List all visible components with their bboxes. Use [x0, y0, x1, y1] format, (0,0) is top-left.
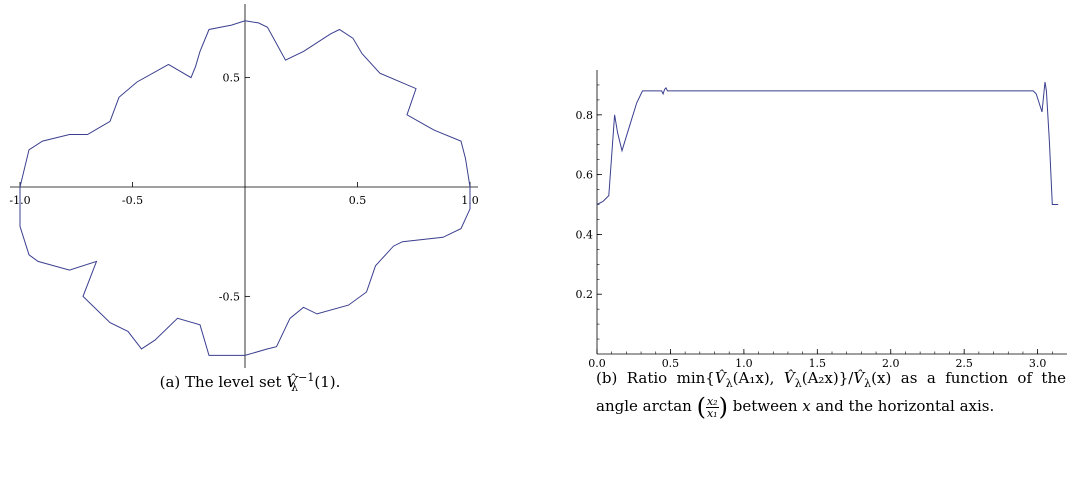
caption-b-v3: V̂	[853, 369, 865, 387]
caption-a-text: The level set	[185, 373, 287, 391]
x-tick-label: 2.5	[955, 357, 973, 370]
caption-b-part1: Ratio min{	[626, 369, 715, 387]
caption-a-label: (a)	[159, 373, 181, 391]
caption-b-part4: and the horizontal axis.	[810, 397, 995, 415]
x-tick-label: 0.0	[588, 357, 606, 370]
caption-a-math-arg: (1).	[314, 373, 341, 391]
x-tick-label: -0.5	[122, 194, 143, 207]
level-set-chart: -1.0 -0.5 0.5 1.0-0.50.5	[9, 4, 479, 368]
x-tick-label: 1.0	[735, 357, 753, 370]
caption-b-v1: V̂	[714, 369, 726, 387]
level-set-curve	[19, 20, 471, 356]
ratio-curve	[596, 81, 1059, 205]
x-tick-label: 0.5	[349, 194, 367, 207]
x-tick-label: 1.5	[809, 357, 827, 370]
caption-b-x: x	[802, 397, 811, 415]
caption-a-math-sub: λ	[291, 381, 299, 394]
x-tick-label: 2.0	[882, 357, 900, 370]
caption-a: (a) The level set V̂λ−1(1).	[40, 367, 460, 399]
caption-b-v2: V̂	[783, 369, 795, 387]
caption-b-frac-den: x₁	[706, 406, 718, 420]
caption-b-fraction: x₂ x₁	[705, 394, 719, 420]
caption-b-lambda3: λ	[864, 377, 872, 390]
y-tick-label: 0.6	[576, 169, 594, 182]
caption-b-frac-num: x₂	[705, 394, 719, 408]
x-tick-label: 3.0	[1029, 357, 1047, 370]
caption-a-math-sup: −1	[298, 371, 315, 384]
caption-b-paren-close: )	[718, 393, 728, 421]
caption-b-part3: between	[727, 397, 803, 415]
caption-b-lambda1: λ	[725, 377, 733, 390]
caption-b-lambda2: λ	[794, 377, 802, 390]
ratio-chart: 0.0 0.5 1.0 1.5 2.0 2.5 3.0 0.2 0.4 0.6 0.8	[576, 70, 1067, 370]
caption-b-a2x: (A₂x)}/	[801, 369, 854, 387]
y-tick-label: -0.5	[219, 290, 240, 303]
caption-b-a1x: (A₁x),	[732, 369, 784, 387]
x-tick-label: 0.5	[662, 357, 680, 370]
caption-b-part2: as a function of the angle arctan	[596, 369, 1066, 415]
caption-a-math-base: V̂	[286, 373, 298, 391]
y-tick-label: 0.5	[223, 72, 241, 85]
y-tick-label: 0.8	[576, 109, 594, 122]
caption-b-label: (b)	[596, 369, 618, 387]
caption-b-vx: (x)	[871, 369, 892, 387]
y-tick-label: 0.2	[576, 288, 594, 301]
caption-b: (b) Ratio min{V̂λ(A₁x), V̂λ(A₂x)}/V̂λ(x)…	[596, 367, 1066, 419]
y-tick-label: 0.4	[576, 228, 594, 241]
caption-b-paren-open: (	[696, 393, 706, 421]
